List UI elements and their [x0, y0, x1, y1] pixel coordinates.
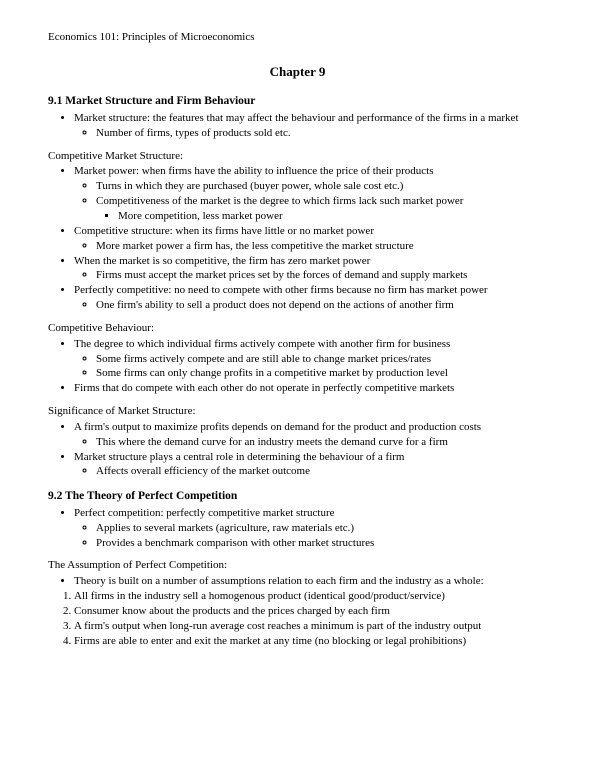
subheading-cb: Competitive Behaviour:	[48, 321, 547, 336]
list-item: Firms must accept the market prices set …	[96, 268, 547, 283]
sms-list: A firm's output to maximize profits depe…	[48, 420, 547, 479]
text: When the market is so competitive, the f…	[74, 255, 370, 267]
text: Perfectly competitive: no need to compet…	[74, 284, 488, 296]
text: Competitive structure: when its firms ha…	[74, 225, 374, 237]
list-item: A firm's output to maximize profits depe…	[74, 420, 547, 450]
text: The degree to which individual firms act…	[74, 338, 450, 350]
list-item: Market power: when firms have the abilit…	[74, 164, 547, 223]
subheading-apc: The Assumption of Perfect Competition:	[48, 558, 547, 573]
text: Perfect competition: perfectly competiti…	[74, 507, 335, 519]
list-item: The degree to which individual firms act…	[74, 337, 547, 382]
cms-list: Market power: when firms have the abilit…	[48, 164, 547, 312]
subheading-sms: Significance of Market Structure:	[48, 404, 547, 419]
list-item: Turns in which they are purchased (buyer…	[96, 179, 547, 194]
apc-numbered-list: All firms in the industry sell a homogen…	[48, 589, 547, 648]
text: Market power: when firms have the abilit…	[74, 165, 434, 177]
list-item: Market structure plays a central role in…	[74, 450, 547, 480]
list-item: Affects overall efficiency of the market…	[96, 464, 547, 479]
text: Market structure plays a central role in…	[74, 451, 405, 463]
section-92-list: Perfect competition: perfectly competiti…	[48, 506, 547, 551]
list-item: A firm's output when long-run average co…	[74, 619, 547, 634]
apc-bullet-list: Theory is built on a number of assumptio…	[48, 574, 547, 589]
course-header: Economics 101: Principles of Microeconom…	[48, 30, 547, 45]
text: A firm's output to maximize profits depe…	[74, 421, 481, 433]
list-item: More market power a firm has, the less c…	[96, 239, 547, 254]
section-91-list: Market structure: the features that may …	[48, 111, 547, 141]
list-item: Theory is built on a number of assumptio…	[74, 574, 547, 589]
list-item: Competitiveness of the market is the deg…	[96, 194, 547, 224]
list-item: Market structure: the features that may …	[74, 111, 547, 141]
list-item: Consumer know about the products and the…	[74, 604, 547, 619]
list-item: More competition, less market power	[118, 209, 547, 224]
list-item: Firms that do compete with each other do…	[74, 381, 547, 396]
list-item: Perfect competition: perfectly competiti…	[74, 506, 547, 551]
list-item: This where the demand curve for an indus…	[96, 435, 547, 450]
list-item: Some firms can only change profits in a …	[96, 366, 547, 381]
list-item: Provides a benchmark comparison with oth…	[96, 536, 547, 551]
text: Market structure: the features that may …	[74, 112, 519, 124]
list-item: All firms in the industry sell a homogen…	[74, 589, 547, 604]
section-91-heading: 9.1 Market Structure and Firm Behaviour	[48, 94, 547, 110]
list-item: One firm's ability to sell a product doe…	[96, 298, 547, 313]
list-item: Some firms actively compete and are stil…	[96, 352, 547, 367]
list-item: Number of firms, types of products sold …	[96, 126, 547, 141]
list-item: Firms are able to enter and exit the mar…	[74, 634, 547, 649]
subheading-cms: Competitive Market Structure:	[48, 149, 547, 164]
section-92-heading: 9.2 The Theory of Perfect Competition	[48, 489, 547, 505]
list-item: Competitive structure: when its firms ha…	[74, 224, 547, 254]
list-item: Perfectly competitive: no need to compet…	[74, 283, 547, 313]
cb-list: The degree to which individual firms act…	[48, 337, 547, 396]
text: Competitiveness of the market is the deg…	[96, 195, 463, 207]
list-item: Applies to several markets (agriculture,…	[96, 521, 547, 536]
list-item: When the market is so competitive, the f…	[74, 254, 547, 284]
chapter-title: Chapter 9	[48, 63, 547, 81]
